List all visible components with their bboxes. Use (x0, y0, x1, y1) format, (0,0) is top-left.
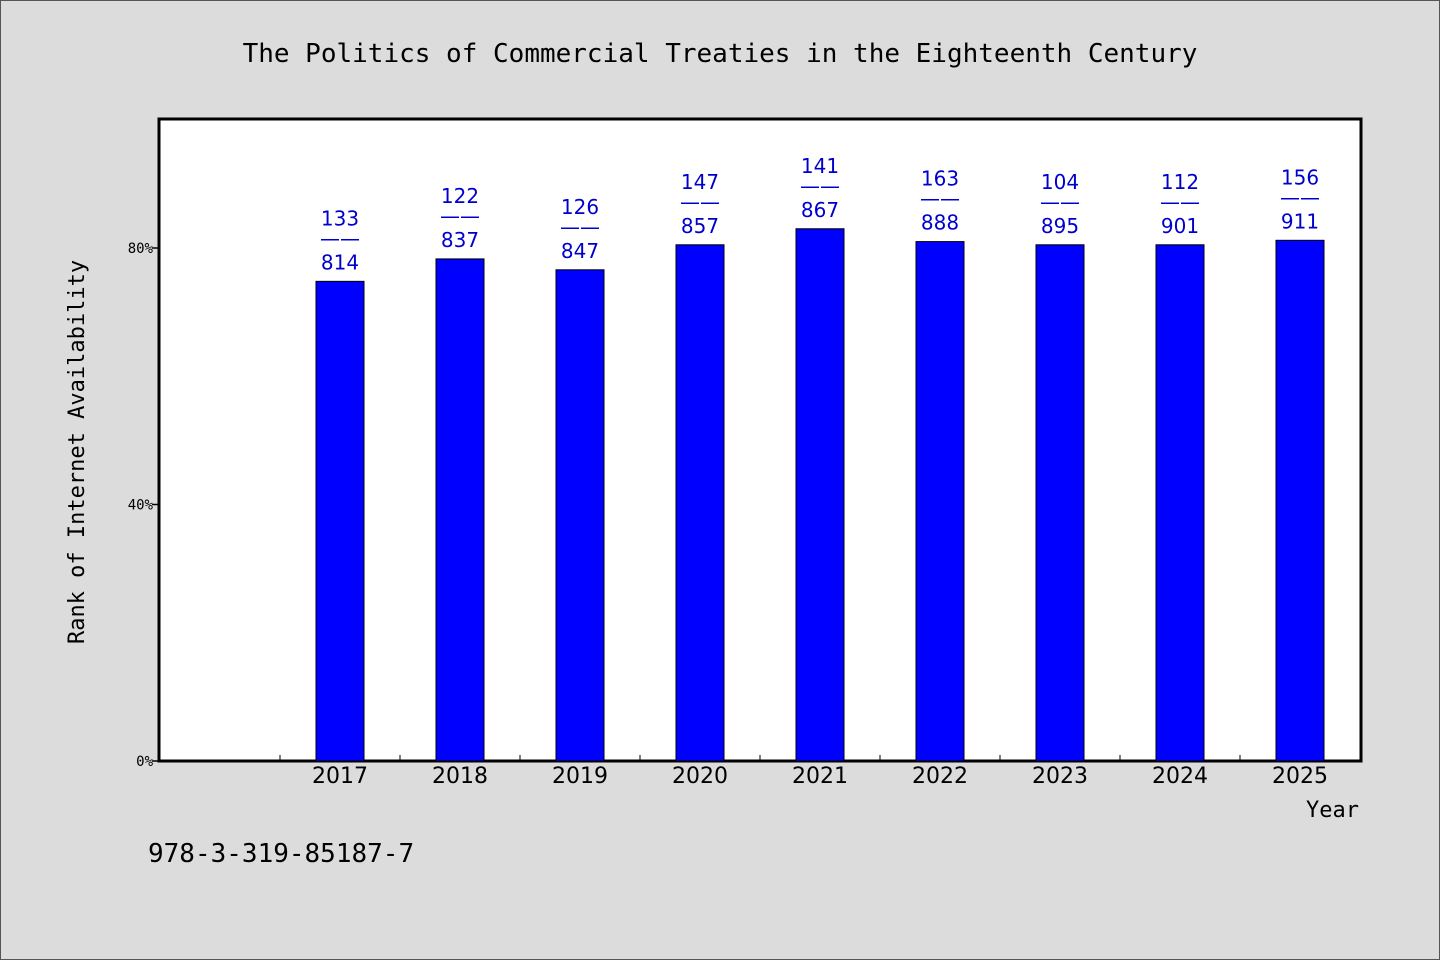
bar-label-sep: —— (800, 174, 840, 198)
x-axis: 2017 2018 2019 2020 2021 2022 2023 2024 2025 (279, 755, 1361, 789)
bar-2018 (435, 258, 485, 762)
bar-label-top: 126 (561, 195, 599, 219)
bar-label-bottom: 857 (681, 214, 719, 238)
bar-2017 (315, 280, 365, 762)
bar-label-bottom: 901 (1161, 214, 1199, 238)
bar-label-top: 141 (801, 154, 839, 178)
x-tick-label: 2020 (672, 764, 728, 789)
bar-label-bottom: 888 (921, 211, 959, 235)
bar-label-top: 122 (441, 184, 479, 208)
bar-2025 (1275, 239, 1325, 762)
bar-label-sep: —— (1040, 190, 1080, 214)
bar-label-top: 163 (921, 167, 959, 191)
x-tick-label: 2022 (912, 764, 968, 789)
bar-label-bottom: 867 (801, 198, 839, 222)
bar-label-sep: —— (1160, 190, 1200, 214)
bar-label-sep: —— (560, 215, 600, 239)
bar-2019 (555, 269, 605, 762)
bar-2024 (1155, 244, 1205, 762)
bar-label-bottom: 837 (441, 228, 479, 252)
bar-series (315, 228, 1325, 762)
bar-2022 (915, 241, 965, 762)
y-axis: 0% 40% 80% (128, 241, 159, 770)
bar-label-top: 112 (1161, 170, 1199, 194)
bar-label-sep: —— (680, 190, 720, 214)
bar-label-bottom: 895 (1041, 214, 1079, 238)
bar-label-top: 147 (681, 170, 719, 194)
isbn-label: 978-3-319-85187-7 (148, 839, 414, 869)
x-tick-label: 2017 (312, 764, 368, 789)
bar-label-bottom: 847 (561, 239, 599, 263)
bar-label-top: 133 (321, 206, 359, 230)
y-axis-title: Rank of Internet Availability (65, 260, 90, 644)
x-tick-label: 2025 (1272, 764, 1328, 789)
x-tick-label: 2023 (1032, 764, 1088, 789)
bar-2023 (1035, 244, 1085, 762)
y-tick-label: 80% (128, 241, 154, 257)
bar-label-bottom: 814 (321, 250, 359, 274)
x-axis-title: Year (1306, 798, 1359, 823)
bar-label-bottom: 911 (1281, 209, 1319, 233)
x-tick-label: 2018 (432, 764, 488, 789)
bar-label-top: 104 (1041, 170, 1079, 194)
x-tick-label: 2021 (792, 764, 848, 789)
bar-label-sep: —— (1280, 185, 1320, 209)
y-tick-label: 0% (136, 754, 153, 770)
y-tick-label: 40% (128, 498, 154, 514)
bar-2020 (675, 244, 725, 762)
x-tick-label: 2019 (552, 764, 608, 789)
bar-label-sep: —— (320, 226, 360, 250)
bar-2021 (795, 228, 845, 762)
bar-labels: 133——814122——837126——847147——857141——867… (320, 154, 1320, 275)
x-tick-label: 2024 (1152, 764, 1208, 789)
chart-title: The Politics of Commercial Treaties in t… (243, 39, 1198, 69)
bar-label-top: 156 (1281, 165, 1319, 189)
bar-label-sep: —— (440, 204, 480, 228)
bar-label-sep: —— (920, 187, 960, 211)
